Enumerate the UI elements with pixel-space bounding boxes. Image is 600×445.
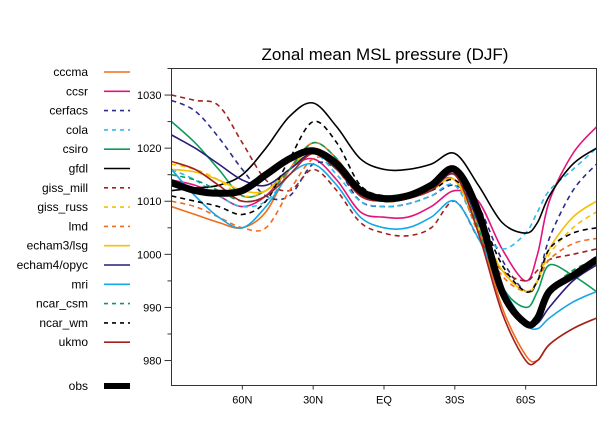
series-line-giss-mill	[172, 94, 596, 282]
legend-label-giss-russ: giss_russ	[37, 200, 88, 214]
y-tick-label: 980	[143, 356, 161, 368]
y-tick-label: 1010	[137, 196, 161, 208]
legend-label-csiro: csiro	[63, 142, 89, 156]
legend-label-ukmo: ukmo	[59, 335, 89, 349]
legend-label-lmd: lmd	[69, 219, 88, 233]
series-layer	[172, 94, 596, 366]
y-tick-label: 1020	[137, 143, 161, 155]
legend-label-cola: cola	[66, 123, 88, 137]
legend-label-echam4-opyc: echam4/opyc	[17, 258, 88, 272]
series-line-obs	[172, 147, 596, 329]
series-line-gfdl	[172, 101, 596, 234]
legend-label-echam3-lsg: echam3/lsg	[27, 239, 88, 253]
legend-label-cerfacs: cerfacs	[49, 104, 88, 118]
x-axis: 60N 30N EQ 30S 60S	[232, 385, 536, 407]
legend-label-cccma: cccma	[53, 65, 88, 79]
x-tick-label: 60N	[232, 395, 252, 407]
legend-label-ncar-csm: ncar_csm	[36, 297, 88, 311]
series-line-ukmo	[172, 152, 596, 366]
series-line-echam4-opyc	[172, 134, 596, 328]
legend-label-ccsr: ccsr	[66, 84, 88, 98]
chart-title: Zonal mean MSL pressure (DJF)	[262, 45, 509, 64]
y-tick-label: 1030	[137, 90, 161, 102]
legend-label-obs: obs	[69, 379, 88, 393]
y-tick-label: 1000	[137, 249, 161, 261]
y-tick-label: 990	[143, 302, 161, 314]
series-line-cola	[172, 147, 596, 250]
legend: cccma ccsr cerfacs cola csiro gfdl giss_millgi…	[17, 65, 130, 393]
legend-label-mri: mri	[71, 277, 88, 291]
legend-label-ncar-wm: ncar_wm	[39, 316, 88, 330]
x-tick-label: 60S	[516, 395, 536, 407]
series-line-mri	[172, 162, 596, 331]
series-line-csiro	[172, 120, 596, 309]
x-tick-label: 30N	[303, 395, 323, 407]
x-tick-label: 30S	[445, 395, 465, 407]
x-tick-label: EQ	[376, 395, 392, 407]
legend-label-giss-mill: giss_mill	[42, 181, 88, 195]
legend-label-gfdl: gfdl	[69, 162, 88, 176]
y-axis: 980 990 1000 1010 1020 1030	[137, 68, 172, 368]
series-line-ncar-wm	[172, 120, 596, 293]
